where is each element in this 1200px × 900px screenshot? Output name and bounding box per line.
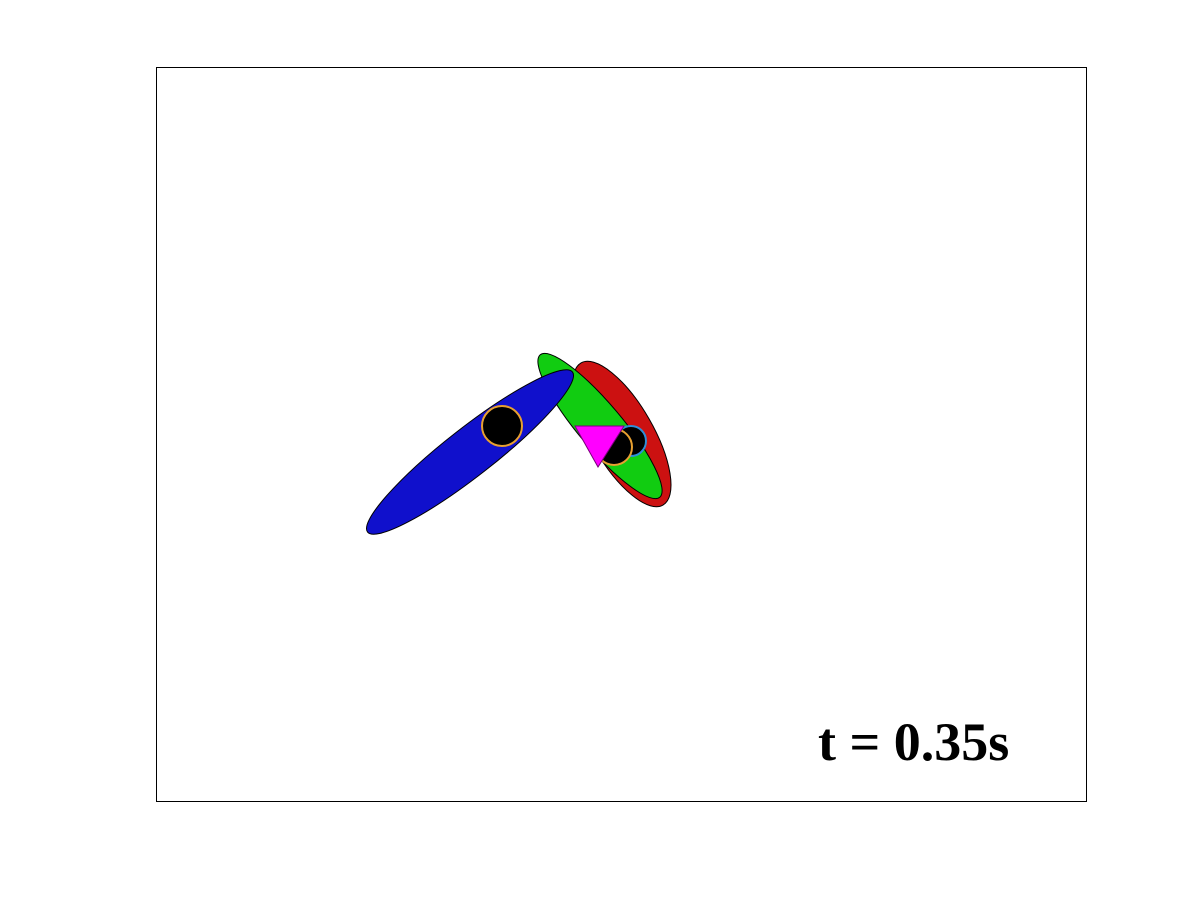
time-label: t = 0.35s xyxy=(818,712,1010,772)
marker-blue xyxy=(481,405,523,447)
blue-ellipse xyxy=(365,369,575,535)
magenta-triangle xyxy=(574,425,625,468)
